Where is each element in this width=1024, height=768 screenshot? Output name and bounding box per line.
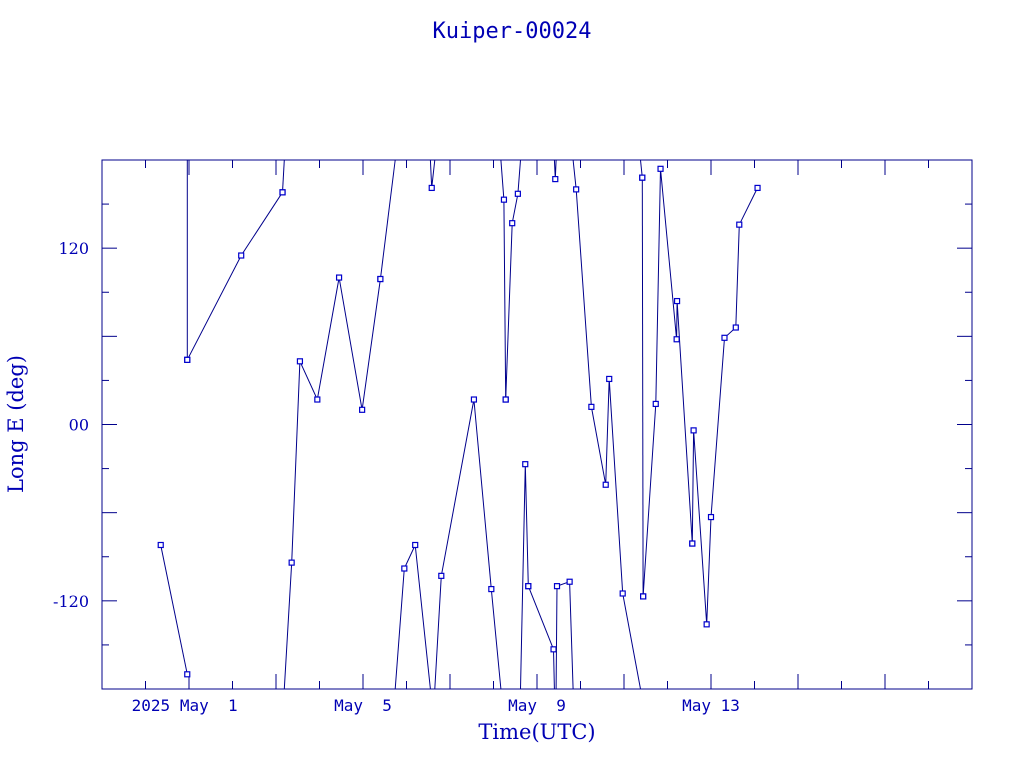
data-point [573,186,580,193]
data-point [359,406,366,413]
data-point [377,275,384,283]
data-point [184,671,191,678]
y-tick-label: 120 [58,239,89,258]
data-point [522,461,529,468]
data-point [502,396,509,403]
series-line [691,187,758,625]
data-point [754,184,761,192]
series-line [500,159,507,400]
x-tick-label: May 9 [508,696,566,715]
series-line [282,159,285,193]
series-segment [552,159,559,183]
data-point [314,396,321,403]
data-point [703,621,710,628]
series-line [520,464,529,690]
x-tick-label: May 5 [334,696,392,715]
series-line [379,159,396,280]
series-segment [157,541,191,678]
data-point [721,334,728,341]
series-segment [184,189,286,363]
data-point [690,427,697,434]
data-point [619,590,626,597]
series-segment [283,274,384,690]
data-point [652,400,659,408]
data-point [588,403,595,410]
series-segment [394,541,431,690]
data-point [184,356,191,363]
series-segment [525,583,557,690]
data-point [689,540,696,547]
data-point [428,184,435,192]
data-point [707,513,715,521]
series-segment [184,160,191,363]
series-line [555,581,574,690]
data-point [157,541,164,549]
series-segment [434,396,502,690]
y-tick-label: 00 [69,416,89,435]
data-point [736,221,743,228]
data-point [552,176,559,183]
series-layer [157,159,761,690]
series-line [160,544,188,675]
plot-frame [101,159,973,690]
series-segment [640,165,696,600]
series-line [642,168,693,597]
series-line [394,543,431,690]
data-point [401,565,408,572]
series-segment [377,159,396,283]
series-line [283,277,381,690]
series-segment [428,159,436,192]
data-point [640,593,647,600]
axis-ticks [102,160,972,689]
data-point [288,559,295,566]
data-point [602,481,609,488]
data-point [509,220,516,227]
data-point [657,165,664,172]
data-point [279,189,286,196]
series-line [186,192,283,361]
data-point [438,572,445,579]
series-segment [520,461,532,690]
data-point [673,297,681,305]
x-axis-label: Time(UTC) [478,720,595,744]
data-point [550,646,557,653]
series-segment [689,184,761,628]
series-line [429,159,436,188]
data-point [412,541,419,549]
data-point [732,324,739,331]
data-point [525,583,532,590]
series-line [527,585,555,690]
data-point [553,583,561,590]
chart-title: Kuiper-00024 [433,19,592,44]
series-line [641,177,644,597]
data-point [238,252,245,259]
data-point [639,174,646,181]
data-point [606,375,613,383]
y-tick-label: -120 [53,592,89,611]
series-segment [639,174,647,600]
series-segment [553,578,574,690]
data-point [470,396,478,403]
data-point [335,274,343,281]
data-point [500,196,508,203]
x-tick-label: May 13 [682,696,740,715]
data-point [566,578,573,585]
series-line [434,399,502,690]
series-segment [279,159,286,196]
series-segment [572,159,641,690]
series-line [505,159,521,400]
data-point [673,336,680,343]
data-point [296,358,304,365]
tick-labels: 120 00 -120 2025 May 1 May 5 May 9 May 13 [53,239,740,715]
x-tick-label: 2025 May 1 [132,696,238,715]
series-segment [502,159,521,403]
data-point [488,585,495,593]
y-axis-label: Long E (deg) [4,355,28,493]
series-line [572,159,641,690]
data-point [514,190,521,197]
